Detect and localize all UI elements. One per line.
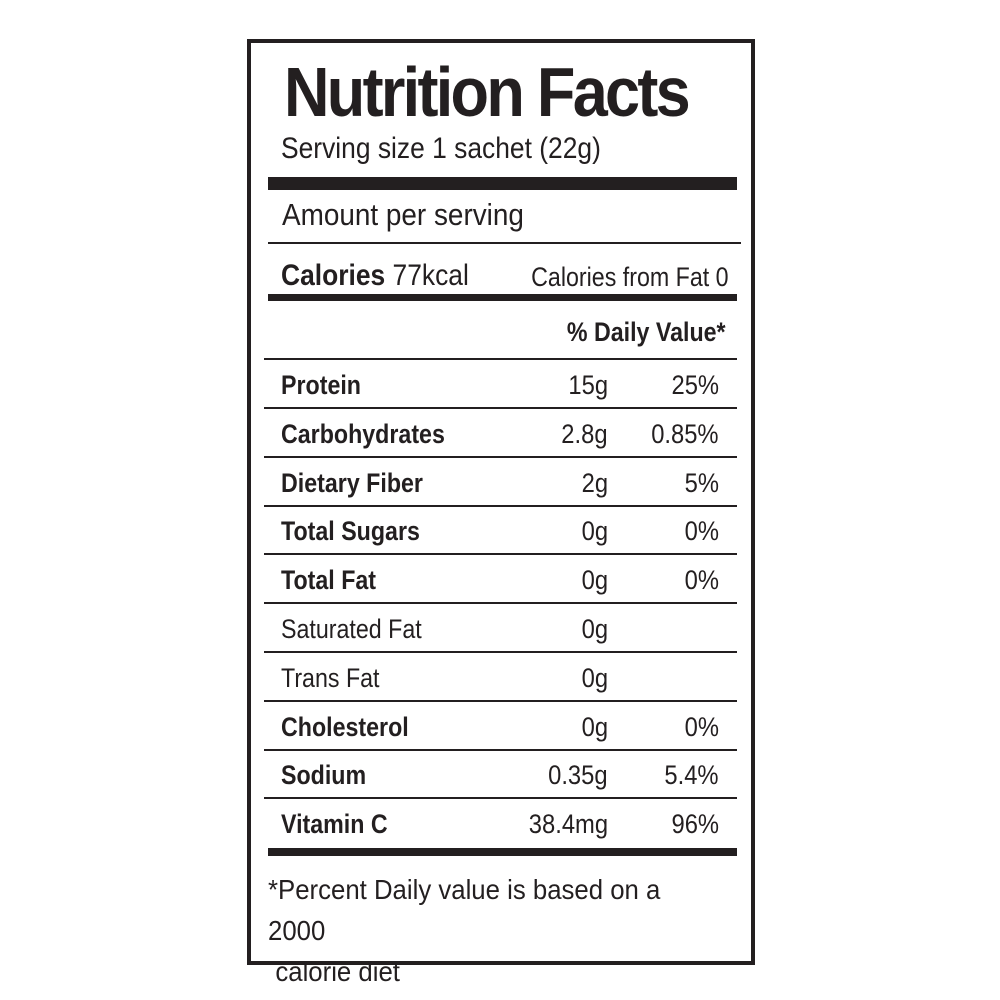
nutrient-amount: 0g — [581, 711, 608, 742]
nutrient-amount: 0g — [581, 565, 608, 596]
nutrient-daily-value: 96% — [671, 809, 719, 840]
nutrient-name: Sodium — [281, 760, 367, 791]
nutrient-name: Vitamin C — [281, 809, 388, 840]
row-divider — [264, 602, 737, 605]
row-divider — [264, 651, 737, 653]
nutrient-name: Saturated Fat — [281, 614, 422, 644]
nutrient-amount: 0g — [581, 662, 608, 693]
nutrient-daily-value: 25% — [671, 370, 719, 400]
nutrient-amount: 0g — [581, 516, 608, 547]
nutrient-name: Protein — [281, 370, 361, 400]
nutrient-row: Trans Fat 0g — [264, 653, 737, 702]
serving-size: Serving size 1 sachet (22g) — [281, 132, 601, 165]
footnote: *Percent Daily value is based on a 2000 … — [268, 869, 700, 992]
nutrient-row: Total Fat 0g 0% — [264, 555, 737, 605]
calories-row: Calories 77kcal — [281, 261, 469, 291]
nutrient-amount: 38.4mg — [528, 809, 608, 840]
row-divider — [264, 407, 737, 409]
medium-divider — [268, 294, 737, 301]
nutrient-daily-value: 0% — [684, 711, 719, 742]
calories-from-fat: Calories from Fat 0 — [531, 262, 729, 292]
nutrient-row: Cholesterol 0g 0% — [264, 702, 737, 751]
nutrient-row: Saturated Fat 0g — [264, 604, 737, 653]
row-divider — [264, 455, 737, 458]
nutrient-name: Dietary Fiber — [281, 467, 423, 498]
divider — [264, 358, 737, 360]
thick-divider — [268, 177, 737, 190]
nutrient-row: Dietary Fiber 2g 5% — [264, 458, 737, 507]
nutrient-daily-value: 0% — [684, 516, 719, 547]
nutrient-row: Vitamin C 38.4mg 96% — [264, 799, 737, 848]
footnote-line-1: *Percent Daily value is based on a 2000 — [268, 874, 661, 946]
nutrient-row: Total Sugars 0g 0% — [264, 506, 737, 556]
footnote-line-2: calorie diet — [275, 956, 400, 987]
calories-value: 77kcal — [392, 259, 469, 292]
row-divider — [264, 699, 737, 702]
nutrient-row: Protein 15g 25% — [264, 360, 737, 409]
nutrition-facts-label: Nutrition Facts Serving size 1 sachet (2… — [247, 39, 755, 987]
nutrient-daily-value: 0.85% — [651, 418, 719, 449]
nutrient-row: Sodium 0.35g 5.4% — [264, 750, 737, 800]
row-divider — [264, 504, 737, 507]
nutrient-row: Carbohydrates 2.8g 0.85% — [264, 409, 737, 458]
nutrient-amount: 0.35g — [548, 760, 608, 791]
nutrient-amount: 15g — [568, 370, 608, 400]
nutrient-name: Carbohydrates — [281, 418, 445, 449]
nutrient-name: Total Fat — [281, 565, 377, 596]
nutrient-name: Cholesterol — [281, 711, 409, 742]
row-divider — [264, 553, 737, 556]
label-title: Nutrition Facts — [284, 53, 691, 131]
daily-value-header: % Daily Value* — [567, 317, 726, 347]
nutrient-daily-value: 0% — [684, 565, 719, 596]
row-divider — [264, 748, 737, 751]
nutrient-daily-value: 5.4% — [664, 760, 719, 791]
nutrient-amount: 2g — [581, 467, 608, 498]
nutrient-amount: 2.8g — [561, 418, 608, 449]
nutrient-amount: 0g — [581, 614, 608, 644]
thick-divider — [268, 848, 737, 856]
row-divider — [264, 797, 737, 800]
divider — [268, 242, 741, 244]
nutrient-daily-value: 5% — [684, 467, 719, 498]
amount-per-serving: Amount per serving — [282, 197, 524, 232]
calories-label: Calories — [281, 259, 386, 292]
nutrient-name: Total Sugars — [281, 516, 420, 547]
nutrient-name: Trans Fat — [281, 662, 380, 693]
